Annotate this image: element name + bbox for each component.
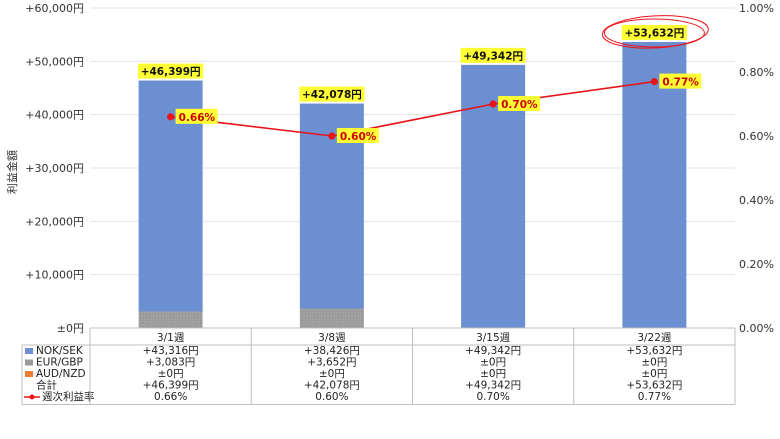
y2-tick-label: 0.60%	[739, 130, 774, 143]
table-cell: +46,399円	[143, 380, 199, 392]
y-tick-label: +50,000円	[25, 55, 84, 68]
table-cell: 0.60%	[315, 391, 348, 403]
data-table: 3/1週 3/8週 3/15週 3/22週 NOK/SEK +43,316円 +38,426…	[21, 327, 736, 405]
rate-label: 0.60%	[340, 131, 377, 143]
rate-label-bg	[336, 128, 379, 143]
total-labels: +46,399円 +42,078円 +49,342円 +53,632円	[138, 15, 709, 102]
table-cell: ±0円	[641, 368, 667, 380]
y2-tick-label: 0.40%	[739, 194, 774, 207]
highlight-circle	[603, 18, 705, 48]
y2-tick-label: 1.00%	[739, 2, 774, 15]
total-label: +49,342円	[463, 50, 523, 62]
row-name: NOK/SEK	[36, 345, 84, 357]
y-tick-label: +20,000円	[25, 215, 84, 228]
rate-polyline	[170, 80, 655, 137]
row-name: AUD/NZD	[36, 368, 86, 380]
y-tick-label: ±0円	[57, 322, 84, 335]
table-cell: 0.77%	[638, 391, 671, 403]
y-axis-left: ±0円 +10,000円 +20,000円 +30,000円 +40,000円 +50,0…	[25, 2, 84, 335]
y2-tick-label: 0.00%	[739, 322, 774, 335]
table-cell: ±0円	[480, 357, 506, 369]
legend-key	[29, 394, 35, 400]
x-tick-label: 3/15週	[476, 332, 511, 344]
y2-tick-label: 0.20%	[739, 258, 774, 271]
rate-label: 0.70%	[501, 99, 538, 111]
legend-key	[25, 371, 33, 377]
total-label: +42,078円	[302, 89, 362, 101]
table-cell: +53,632円	[626, 345, 682, 357]
y-tick-label: +40,000円	[25, 109, 84, 122]
rate-label: 0.66%	[179, 112, 216, 124]
total-label-bg	[460, 47, 526, 63]
total-label-bg	[299, 86, 365, 102]
table-cell: ±0円	[641, 357, 667, 369]
total-label-bg	[138, 63, 204, 79]
rate-point	[650, 78, 658, 86]
legend-key	[25, 348, 33, 354]
rate-label-bg	[498, 96, 541, 111]
table-cell: ±0円	[319, 368, 345, 380]
rate-point	[328, 132, 336, 140]
table-cell: +38,426円	[304, 345, 360, 357]
y2-tick-label: 0.80%	[739, 66, 774, 79]
legend-key	[25, 359, 33, 366]
total-label-bg	[621, 24, 687, 40]
bar-nok-sek	[622, 41, 687, 328]
rate-point	[489, 100, 497, 108]
table-cell: 0.66%	[154, 391, 187, 403]
rate-point	[167, 113, 175, 121]
total-label: +53,632円	[624, 27, 684, 39]
table-cell: +3,083円	[146, 357, 195, 369]
rate-label: 0.77%	[662, 77, 699, 89]
table-cell: +43,316円	[143, 345, 199, 357]
y-axis-title: 利益金額	[5, 150, 19, 194]
x-tick-label: 3/22週	[637, 332, 672, 344]
y-tick-label: +60,000円	[25, 2, 84, 15]
bars	[138, 41, 687, 329]
table-cell: 0.70%	[476, 391, 509, 403]
bar-eur-gbp	[138, 311, 203, 328]
rate-line: 0.66% 0.60% 0.70% 0.77%	[167, 73, 702, 143]
rate-label-bg	[659, 73, 702, 89]
row-name: 週次利益率	[42, 390, 95, 403]
y-tick-label: +30,000円	[25, 162, 84, 175]
total-label: +46,399円	[141, 66, 201, 78]
x-tick-label: 3/8週	[318, 332, 346, 344]
table-cell: +53,632円	[626, 380, 682, 392]
y-axis-right: 0.00% 0.20% 0.40% 0.60% 0.80% 1.00%	[739, 2, 774, 335]
table-cell: ±0円	[158, 368, 184, 380]
table-cell: +3,652円	[307, 357, 356, 369]
x-tick-label: 3/1週	[157, 332, 185, 344]
row-name: EUR/GBP	[36, 357, 83, 369]
table-cell: +42,078円	[304, 380, 360, 392]
rate-label-bg	[175, 108, 218, 124]
row-name: 合計	[36, 379, 57, 392]
table-cell: +49,342円	[465, 345, 521, 357]
highlight-circle	[601, 15, 709, 49]
bar-eur-gbp	[299, 308, 364, 328]
y-tick-label: +10,000円	[25, 269, 84, 282]
table-cell: ±0円	[480, 368, 506, 380]
table-cell: +49,342円	[465, 380, 521, 392]
